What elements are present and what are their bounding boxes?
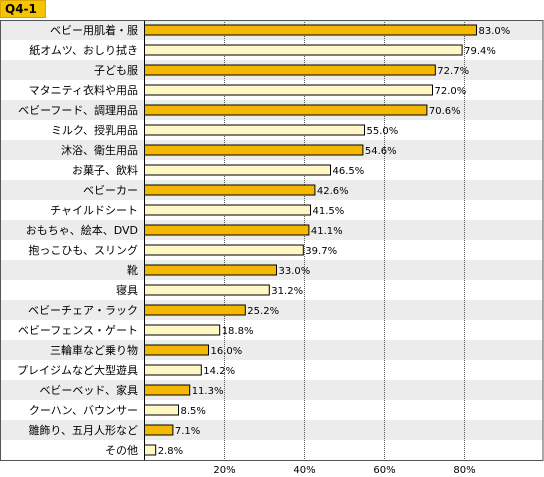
bar — [144, 124, 365, 136]
bar — [144, 384, 191, 396]
data-label: 46.5% — [333, 166, 365, 177]
data-label: 2.8% — [158, 446, 183, 457]
plot-frame — [0, 20, 544, 461]
bar — [144, 424, 174, 436]
data-label: 54.6% — [365, 146, 397, 157]
bar — [144, 84, 433, 96]
bar — [144, 344, 209, 356]
data-label: 31.2% — [271, 286, 303, 297]
data-label: 18.8% — [222, 326, 254, 337]
row-band — [1, 360, 543, 380]
category-label: ベビーベッド、家具 — [39, 383, 138, 397]
bar — [144, 324, 221, 336]
category-label: ベビーフード、調理用品 — [18, 103, 138, 117]
bar — [144, 184, 316, 196]
category-label: 靴 — [127, 263, 138, 277]
category-label: ベビーチェア・ラック — [28, 304, 138, 317]
row-band — [1, 400, 543, 420]
category-label: マタニティ衣料や用品 — [29, 83, 138, 97]
category-label: ベビー用肌着・服 — [50, 23, 138, 37]
data-label: 42.6% — [317, 186, 349, 197]
bar — [144, 24, 477, 36]
x-tick-label: 40% — [293, 465, 315, 476]
category-label: クーハン、バウンサー — [29, 404, 138, 417]
data-label: 25.2% — [247, 306, 279, 317]
category-label: 寝具 — [116, 283, 138, 297]
x-tick-label: 80% — [453, 465, 475, 476]
data-label: 83.0% — [479, 26, 511, 37]
bar — [144, 44, 463, 56]
question-label-badge: Q4-1 — [0, 0, 46, 18]
data-label: 16.0% — [211, 346, 243, 357]
bar — [144, 204, 311, 216]
row-band — [1, 300, 543, 320]
row-band — [1, 420, 543, 440]
data-label: 79.4% — [464, 46, 496, 57]
category-label: 雛飾り、五月人形など — [28, 423, 138, 437]
category-label: 抱っこひも、スリング — [28, 243, 138, 257]
category-label: 紙オムツ、おしり拭き — [29, 43, 138, 57]
bar — [144, 144, 364, 156]
category-label: 子ども服 — [94, 64, 138, 77]
question-label: Q4-1 — [5, 2, 37, 16]
category-label: お菓子、飲料 — [72, 163, 138, 177]
bar — [144, 64, 436, 76]
row-band — [1, 320, 543, 340]
data-label: 7.1% — [175, 426, 200, 437]
bar — [144, 104, 428, 116]
data-label: 8.5% — [181, 406, 206, 417]
bar — [144, 164, 331, 176]
bar — [144, 284, 270, 296]
data-label: 39.7% — [305, 246, 337, 257]
x-tick-label: 60% — [373, 465, 395, 476]
data-label: 41.1% — [311, 226, 343, 237]
category-label: チャイルドシート — [50, 204, 138, 217]
data-label: 55.0% — [367, 126, 399, 137]
category-label: ベビーカー — [83, 184, 138, 197]
bar — [144, 264, 277, 276]
category-label: ミルク、授乳用品 — [51, 123, 138, 137]
category-label: その他 — [105, 444, 138, 457]
bar — [144, 304, 246, 316]
data-label: 41.5% — [313, 206, 345, 217]
bar — [144, 364, 202, 376]
row-band — [1, 280, 543, 300]
data-label: 14.2% — [203, 366, 235, 377]
category-label: ベビーフェンス・ゲート — [18, 324, 138, 337]
category-label: 三輪車など乗り物 — [50, 343, 138, 357]
data-label: 70.6% — [429, 106, 461, 117]
data-label: 72.7% — [437, 66, 469, 77]
category-label: プレイジムなど大型遊具 — [17, 363, 138, 377]
category-label: 沐浴、衛生用品 — [61, 143, 138, 157]
row-band — [1, 440, 543, 460]
category-label: おもちゃ、絵本、DVD — [26, 223, 138, 237]
bar — [144, 224, 310, 236]
data-label: 11.3% — [192, 386, 224, 397]
data-label: 72.0% — [435, 86, 467, 97]
bar — [144, 244, 304, 256]
bar — [144, 444, 157, 456]
data-label: 33.0% — [279, 266, 311, 277]
row-band — [1, 380, 543, 400]
x-tick-label: 20% — [213, 465, 235, 476]
row-band — [1, 340, 543, 360]
bar — [144, 404, 179, 416]
